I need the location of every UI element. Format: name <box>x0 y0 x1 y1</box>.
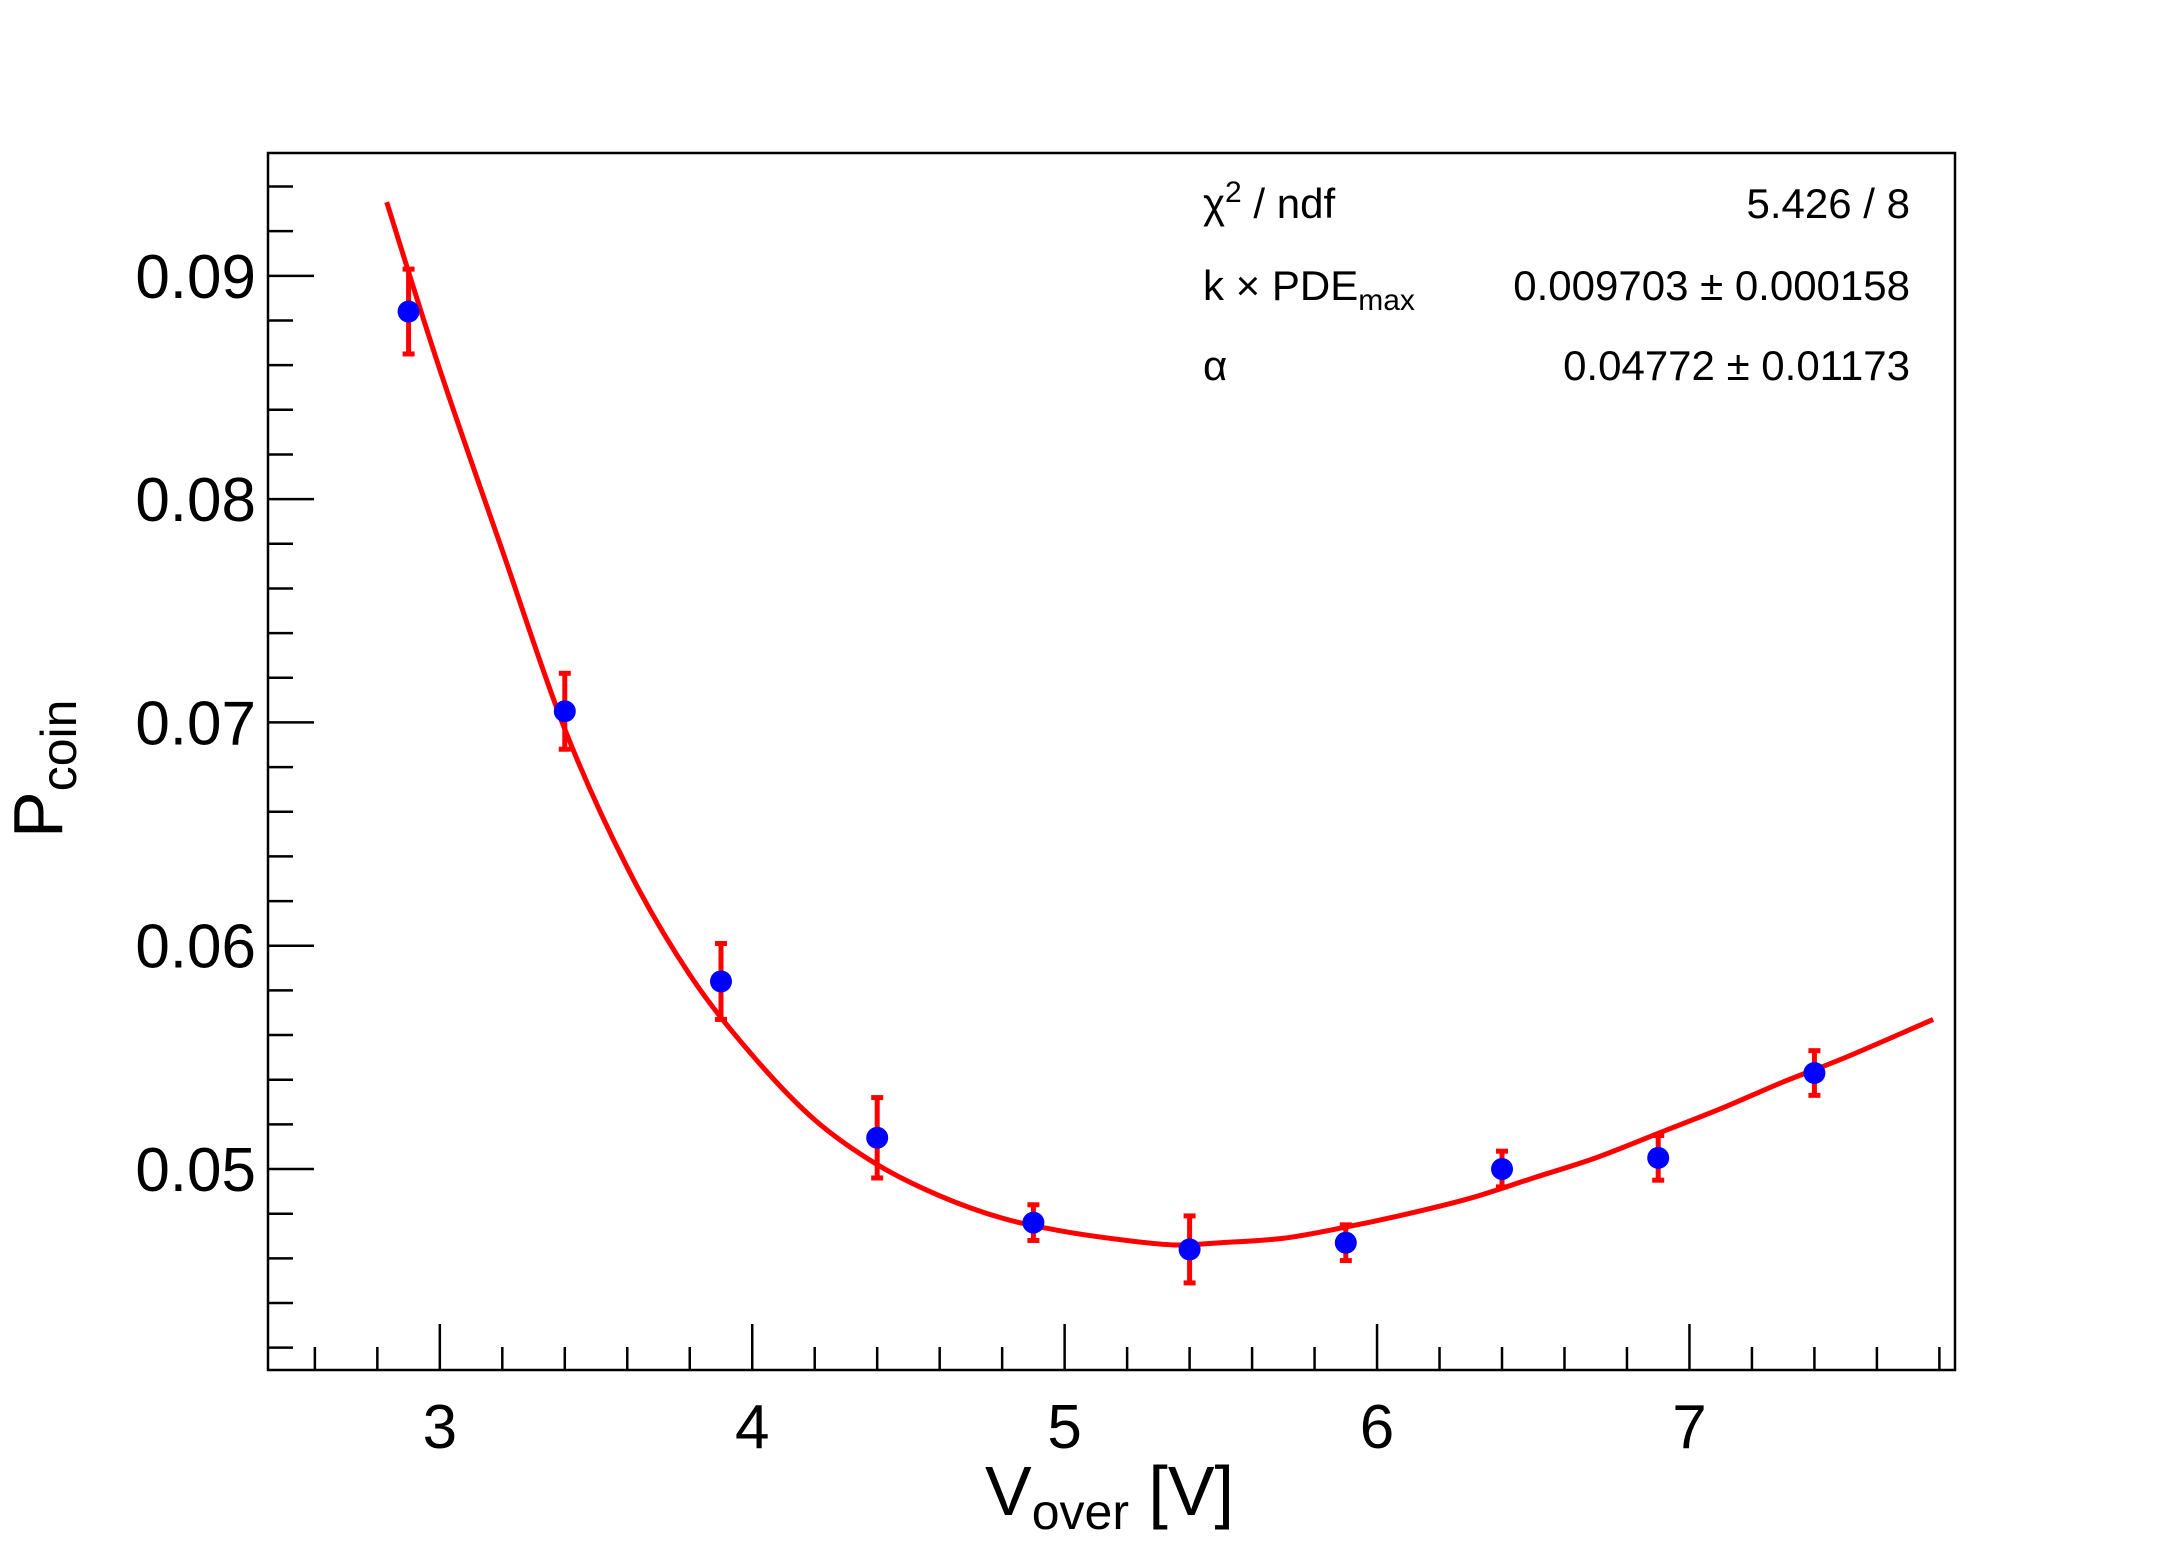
data-point <box>866 1126 889 1149</box>
x-tick-label: 5 <box>1047 1393 1081 1462</box>
y-tick-label: 0.05 <box>135 1136 256 1205</box>
y-tick-label: 0.06 <box>135 913 256 982</box>
plot-frame <box>266 151 1957 1372</box>
y-tick-label: 0.09 <box>135 243 256 312</box>
data-point <box>553 700 576 723</box>
y-tick-label: 0.08 <box>135 466 256 535</box>
x-tick-label: 3 <box>423 1393 457 1462</box>
stat-label-alpha: α <box>1203 342 1227 389</box>
x-tick-label: 6 <box>1360 1393 1394 1462</box>
stat-label-k-pde-max: k × PDEmax <box>1203 262 1415 317</box>
stat-value-k-pde-max: 0.009703 ± 0.000158 <box>1513 262 1910 309</box>
data-point <box>1334 1231 1357 1254</box>
fit-stats-box: χ2 / ndf 5.426 / 8 k × PDEmax 0.009703 ±… <box>1203 176 1910 389</box>
data-point <box>1022 1211 1045 1234</box>
data-point <box>397 300 420 323</box>
stat-label-chi2-ndf: χ2 / ndf <box>1203 176 1335 227</box>
data-point <box>1491 1158 1514 1181</box>
y-tick-label: 0.07 <box>135 689 256 758</box>
data-point <box>1803 1062 1826 1085</box>
data-point <box>709 970 732 993</box>
error-bars <box>402 266 1821 1286</box>
x-tick-label: 7 <box>1672 1393 1706 1462</box>
x-axis-label: Vover [V] <box>985 1452 1234 1540</box>
data-points <box>397 300 1826 1261</box>
y-axis-label: Pcoin <box>0 700 87 838</box>
stat-value-alpha: 0.04772 ± 0.01173 <box>1563 342 1910 389</box>
stat-value-chi2-ndf: 5.426 / 8 <box>1747 180 1910 227</box>
axis-tick-labels: 3 4 5 6 7 0.05 0.06 0.07 0.08 0.09 <box>135 243 1706 1462</box>
axis-ticks <box>268 185 1941 1370</box>
data-point <box>1178 1238 1201 1261</box>
x-tick-label: 4 <box>735 1393 769 1462</box>
data-point <box>1647 1146 1670 1169</box>
